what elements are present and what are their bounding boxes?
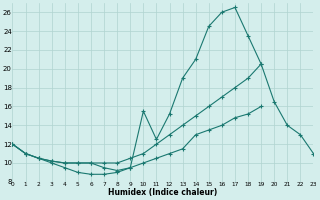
X-axis label: Humidex (Indice chaleur): Humidex (Indice chaleur) (108, 188, 218, 197)
